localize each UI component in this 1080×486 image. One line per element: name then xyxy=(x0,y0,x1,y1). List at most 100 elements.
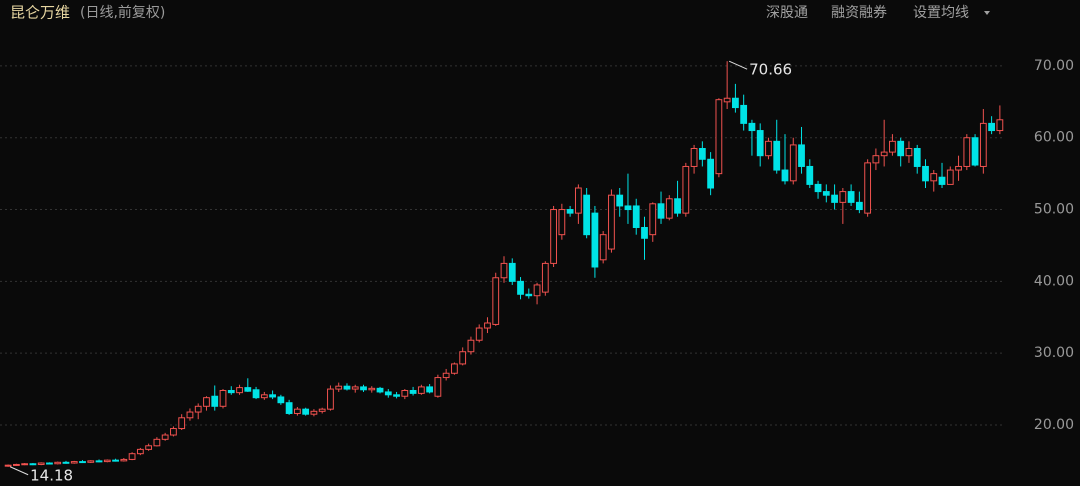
candle-body xyxy=(599,234,607,261)
button[interactable]: 融资融券 xyxy=(831,5,887,21)
candle-body xyxy=(574,187,582,214)
candle-body xyxy=(847,191,855,203)
candle-body xyxy=(979,122,987,167)
candle-body xyxy=(459,351,467,365)
candle-body xyxy=(682,165,690,214)
candle-body xyxy=(624,205,632,211)
candle-body xyxy=(409,389,417,394)
candle-body xyxy=(500,262,508,279)
candle-body xyxy=(963,137,971,167)
candle-body xyxy=(525,293,533,297)
candle-body xyxy=(913,148,921,167)
candle-body xyxy=(996,119,1004,132)
candle-body xyxy=(508,262,516,282)
candle-body xyxy=(252,389,260,399)
candle-body xyxy=(13,463,20,466)
candle-body xyxy=(880,151,888,157)
candle-body xyxy=(4,464,12,467)
candle-body xyxy=(632,205,640,228)
candle-body xyxy=(310,410,318,415)
candle-body xyxy=(649,203,657,236)
candle-body xyxy=(806,165,814,185)
candle-body xyxy=(707,158,715,189)
button[interactable]: 深股通 xyxy=(766,5,808,21)
candle-body xyxy=(550,209,557,264)
candle-body xyxy=(360,386,367,391)
candle-body xyxy=(128,453,136,460)
candle-body xyxy=(467,339,475,353)
subtitle: (日线,前复权) xyxy=(80,4,165,21)
candle-body xyxy=(864,162,872,214)
candle-body xyxy=(897,140,905,157)
candle-body xyxy=(87,460,95,463)
candle-body xyxy=(946,169,954,185)
candle-body xyxy=(558,209,566,236)
candle-body xyxy=(426,386,434,393)
y-tick-label: 70.00 xyxy=(1034,58,1074,74)
candle-body xyxy=(591,212,599,268)
candle-body xyxy=(484,322,491,329)
candle-body xyxy=(277,396,285,404)
candle-body xyxy=(417,386,425,394)
candle-body xyxy=(922,165,929,182)
candle-body xyxy=(938,176,946,185)
candle-body xyxy=(376,387,384,393)
dropdown-arrow[interactable] xyxy=(984,11,990,15)
candle-body xyxy=(120,458,128,462)
candle-body xyxy=(475,327,483,341)
candle-body xyxy=(789,144,797,182)
candle-body xyxy=(715,99,723,175)
y-tick-label: 20.00 xyxy=(1034,417,1074,433)
candle-body xyxy=(269,394,276,398)
candle-body xyxy=(723,97,731,103)
candle-body xyxy=(54,461,62,465)
candle-body xyxy=(690,148,698,167)
candle-body xyxy=(566,209,574,214)
candle-body xyxy=(732,97,739,109)
y-tick-label: 60.00 xyxy=(1034,130,1074,146)
candle-body xyxy=(773,140,781,171)
candle-body xyxy=(971,137,979,166)
candle-body xyxy=(70,461,78,464)
candle-body xyxy=(930,173,938,182)
candle-body xyxy=(889,140,896,153)
annotation-arrow xyxy=(728,60,748,70)
candle-body xyxy=(798,144,805,167)
candle-body xyxy=(492,277,500,325)
candle-body xyxy=(831,194,838,203)
candle-body xyxy=(740,104,748,124)
candle-body xyxy=(29,463,37,466)
candle-body xyxy=(302,408,310,415)
candle-body xyxy=(698,148,706,160)
candle-body xyxy=(855,201,863,211)
candle-body xyxy=(608,194,615,250)
candle-body xyxy=(401,389,409,397)
candle-body xyxy=(657,203,665,219)
candle-body xyxy=(839,191,847,203)
annotation-arrow xyxy=(9,466,29,476)
candle-body xyxy=(318,408,326,412)
candle-body xyxy=(955,165,962,171)
candle-body xyxy=(641,226,648,239)
candle-body xyxy=(384,391,392,396)
candle-body xyxy=(814,183,822,193)
candle-body xyxy=(442,372,450,379)
candle-body xyxy=(293,408,301,414)
candle-body xyxy=(781,169,789,182)
candle-body xyxy=(136,448,144,455)
candle-body xyxy=(211,395,219,407)
y-tick-label: 30.00 xyxy=(1034,345,1074,361)
candle-body xyxy=(674,198,681,214)
button[interactable]: 设置均线 xyxy=(913,5,969,21)
candle-body xyxy=(368,387,376,391)
candle-body xyxy=(260,394,268,399)
candle-body xyxy=(203,397,210,407)
candle-body xyxy=(765,140,772,157)
candle-body xyxy=(434,377,442,397)
candle-body xyxy=(194,405,202,413)
candle-body xyxy=(616,194,624,207)
candle-body xyxy=(95,460,103,463)
candle-body xyxy=(112,459,119,462)
